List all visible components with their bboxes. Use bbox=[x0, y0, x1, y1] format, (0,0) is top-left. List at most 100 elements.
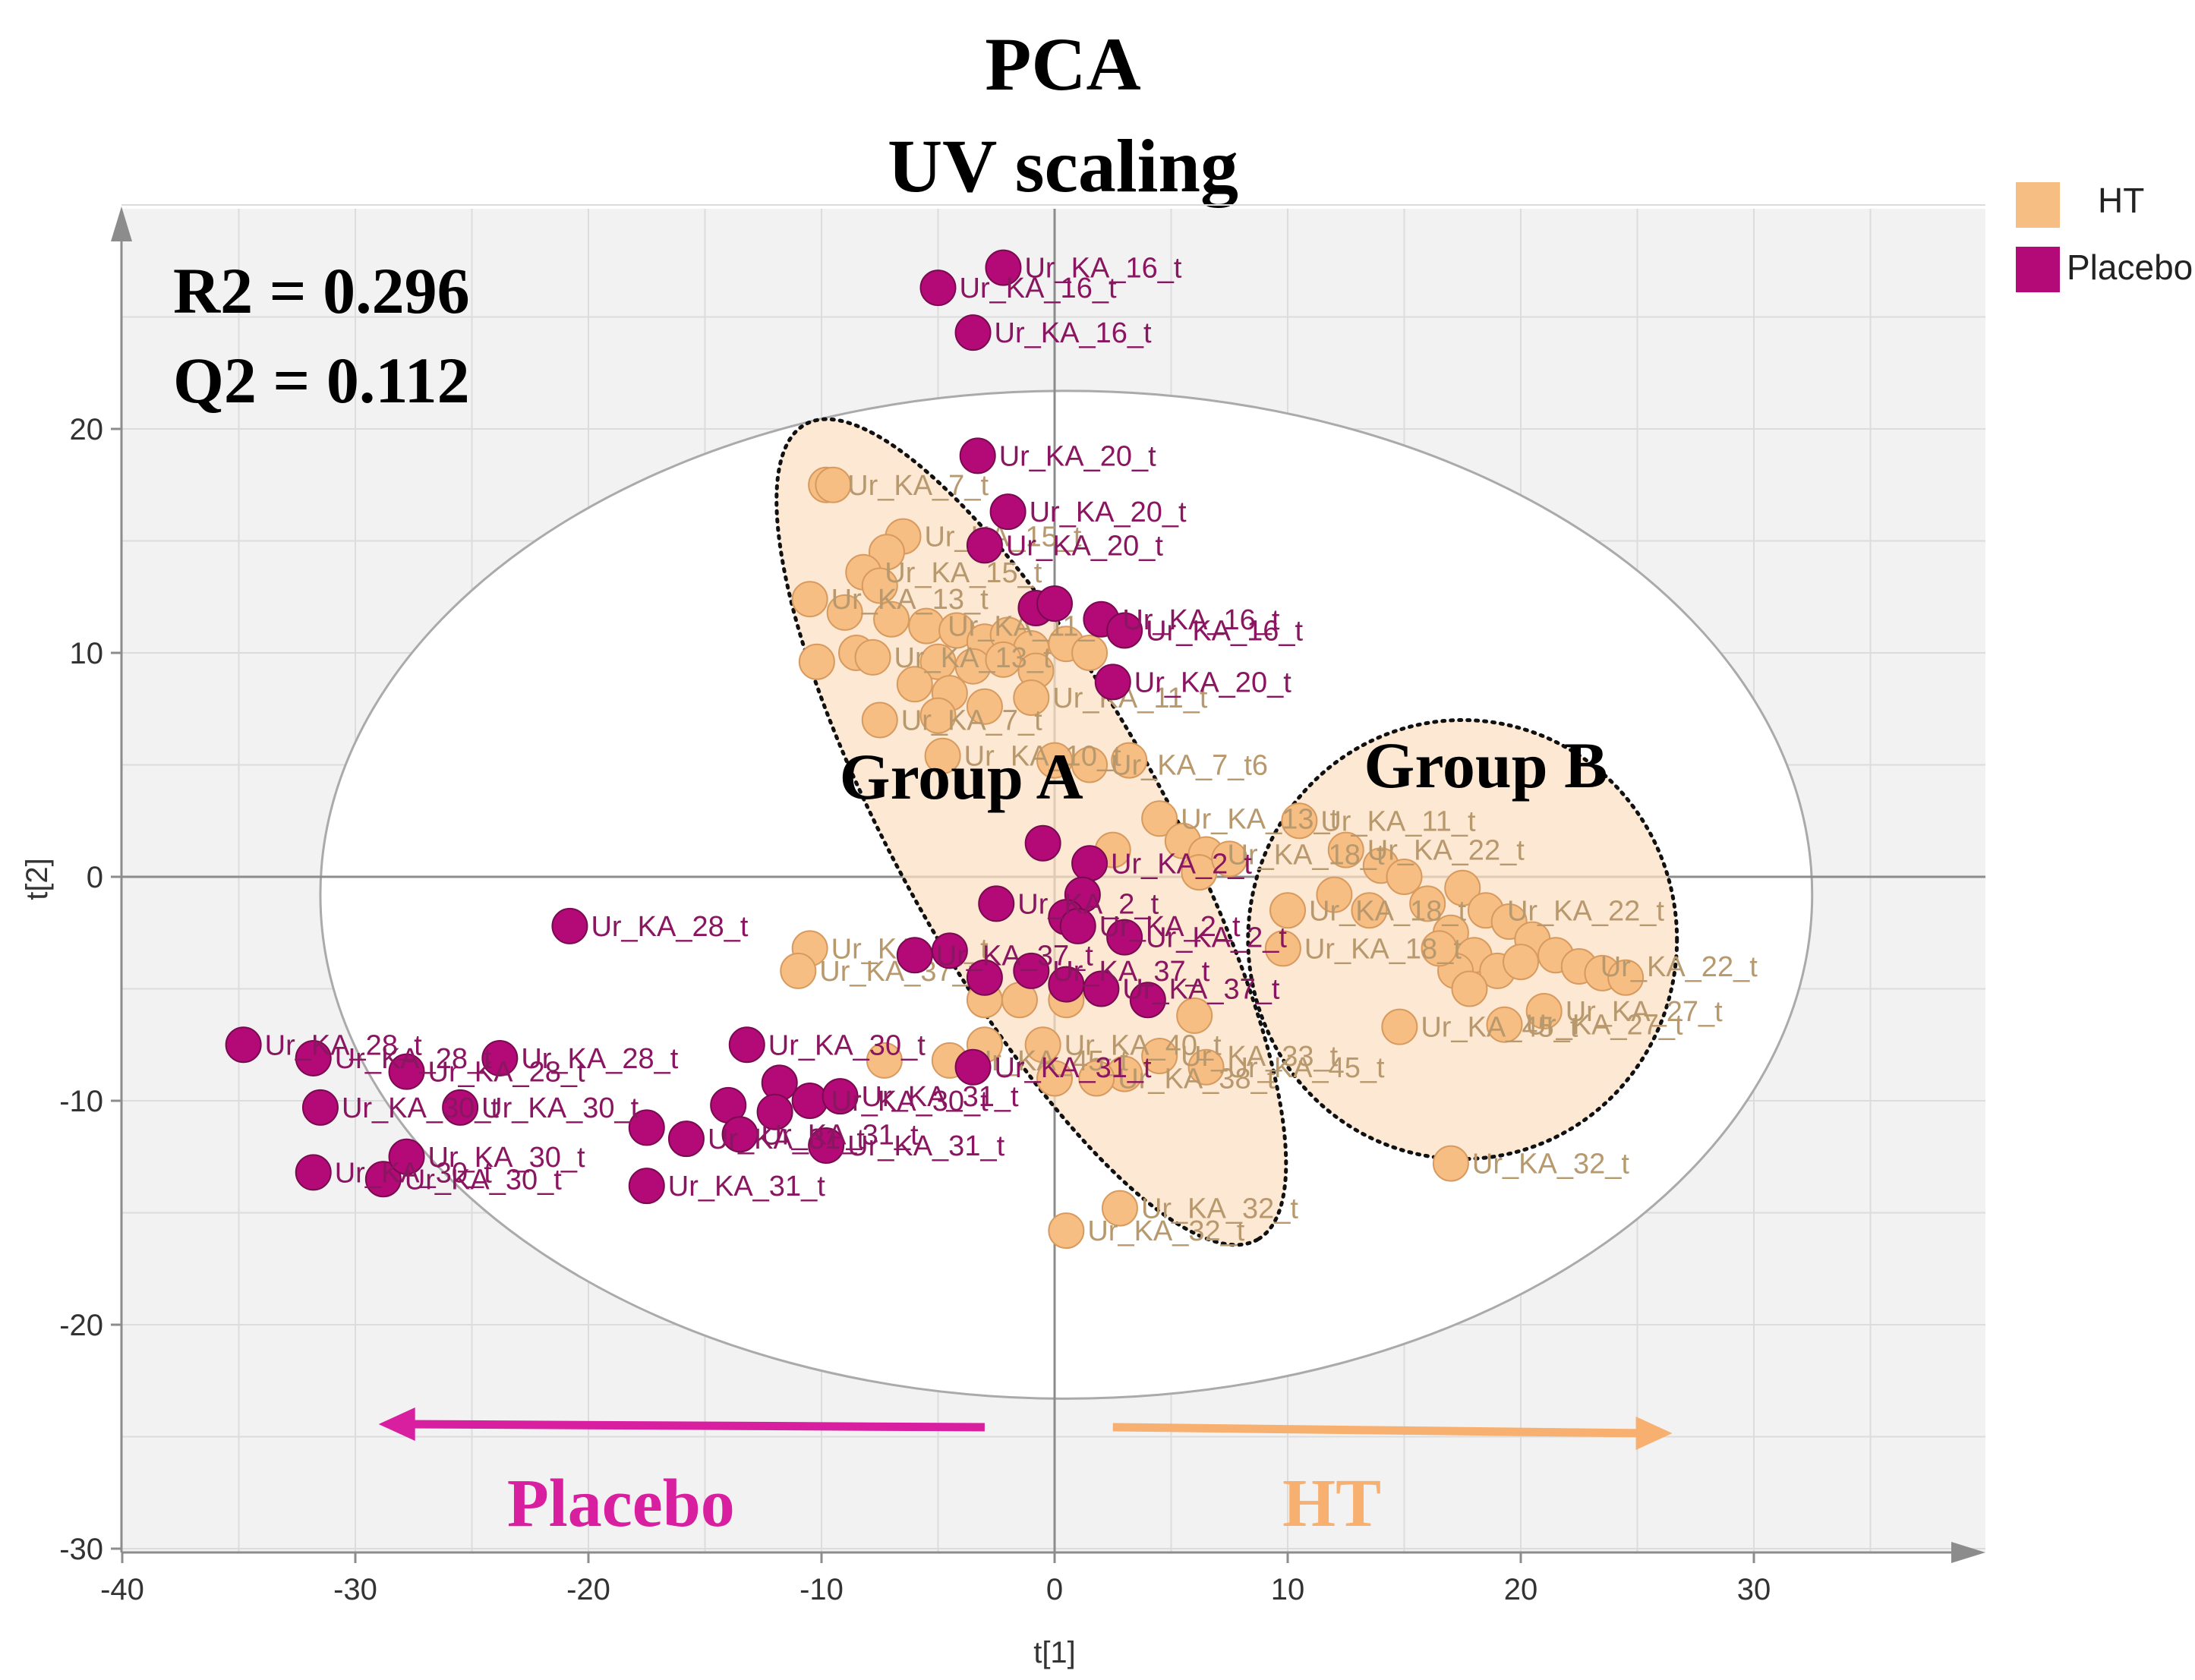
point-label-placebo: Ur_KA_37_t bbox=[1052, 956, 1209, 988]
group-label-b: Group B bbox=[1364, 729, 1607, 802]
point-label-placebo: Ur_KA_20_t bbox=[1030, 496, 1187, 528]
data-point-ht bbox=[866, 1042, 903, 1079]
point-label-placebo: Ur_KA_28_t bbox=[428, 1057, 585, 1089]
data-point-ht bbox=[780, 952, 817, 989]
data-point-placebo bbox=[1036, 585, 1073, 623]
data-point-ht bbox=[1111, 742, 1148, 779]
point-label-placebo: Ur_KA_20_t bbox=[1134, 667, 1291, 698]
legend-swatch-ht bbox=[2016, 182, 2060, 228]
point-label-placebo: Ur_KA_37_t bbox=[1122, 974, 1279, 1006]
data-point-placebo bbox=[551, 907, 588, 944]
data-point-ht bbox=[1141, 800, 1178, 837]
point-label-placebo: Ur_KA_31_t bbox=[708, 1124, 865, 1155]
point-label-placebo: Ur_KA_30_t bbox=[831, 1086, 989, 1117]
q2-stat: Q2 = 0.112 bbox=[173, 344, 470, 417]
data-point-ht bbox=[854, 638, 891, 676]
direction-label-ht: HT bbox=[1282, 1466, 1381, 1541]
point-label-ht: Ur_KA_27_t bbox=[1526, 1010, 1683, 1042]
data-point-placebo bbox=[985, 249, 1022, 286]
data-point-placebo bbox=[295, 1154, 332, 1191]
point-label-placebo: Ur_KA_28_t bbox=[335, 1043, 492, 1075]
data-point-placebo bbox=[364, 1161, 402, 1198]
legend-label-placebo: Placebo bbox=[2067, 247, 2193, 287]
legend-label-ht: HT bbox=[2098, 181, 2144, 220]
plot-area: -40 -30 -20 -10 0 10 20 30 -30 -20 -10 0 10 20 Ur_KA_7… bbox=[59, 204, 1985, 1606]
data-point-placebo bbox=[1083, 970, 1120, 1007]
data-point-placebo bbox=[728, 1026, 765, 1064]
data-point-ht bbox=[1386, 859, 1423, 895]
direction-arrow-placebo bbox=[405, 1420, 985, 1432]
chart-subtitle: UV scaling bbox=[888, 124, 1238, 208]
point-label-placebo: Ur_KA_37_t bbox=[936, 940, 1093, 972]
data-point-ht bbox=[861, 701, 898, 739]
data-point-placebo bbox=[481, 1039, 519, 1076]
point-label-placebo: Ur_KA_16_t bbox=[1024, 253, 1181, 285]
point-label-placebo: Ur_KA_2_t bbox=[1099, 911, 1241, 943]
point-label-ht: Ur_KA_40_t bbox=[1064, 1029, 1222, 1061]
x-tick-label: 20 bbox=[1504, 1573, 1538, 1606]
point-label-ht: Ur_KA_7_t bbox=[901, 705, 1042, 737]
point-label-placebo: Ur_KA_20_t bbox=[999, 440, 1156, 472]
y-tick-label: -20 bbox=[59, 1309, 103, 1342]
point-label-ht: Ur_KA_22_t bbox=[1367, 835, 1525, 867]
data-point-placebo bbox=[989, 493, 1027, 531]
data-point-placebo bbox=[919, 269, 957, 307]
data-point-placebo bbox=[388, 1138, 425, 1175]
data-point-placebo bbox=[1094, 663, 1131, 701]
point-label-ht: Ur_KA_33_t bbox=[1181, 1041, 1338, 1073]
data-point-placebo bbox=[721, 1116, 758, 1153]
data-point-ht bbox=[1036, 1060, 1073, 1097]
data-point-ht bbox=[1264, 930, 1301, 967]
point-label-ht: Ur_KA_18_t bbox=[1228, 840, 1385, 872]
data-point-placebo bbox=[954, 1048, 992, 1086]
data-point-placebo bbox=[301, 1089, 339, 1126]
data-point-ht bbox=[1281, 802, 1318, 840]
data-point-ht bbox=[1269, 892, 1306, 929]
data-point-placebo bbox=[756, 1093, 793, 1130]
point-label-ht: Ur_KA_22_t bbox=[1601, 951, 1758, 983]
data-point-ht bbox=[1432, 1145, 1469, 1182]
point-label-placebo: Ur_KA_31_t bbox=[847, 1130, 1004, 1162]
point-label-placebo: Ur_KA_30_t bbox=[428, 1142, 585, 1174]
r2-stat: R2 = 0.296 bbox=[173, 254, 470, 327]
x-tick-label: 30 bbox=[1737, 1573, 1771, 1606]
data-point-ht bbox=[1071, 635, 1109, 671]
point-label-placebo: Ur_KA_2_t bbox=[1017, 888, 1159, 920]
data-point-ht bbox=[1024, 1026, 1061, 1064]
data-point-placebo bbox=[822, 1078, 859, 1115]
x-tick-label: -10 bbox=[799, 1573, 844, 1606]
legend-swatch-placebo bbox=[2016, 247, 2060, 292]
point-label-ht: Ur_KA_18_t bbox=[1309, 895, 1466, 927]
data-point-ht bbox=[873, 600, 910, 638]
data-point-placebo bbox=[667, 1121, 705, 1158]
data-point-ht bbox=[966, 688, 1003, 725]
data-point-placebo bbox=[808, 1127, 845, 1164]
data-point-placebo bbox=[1106, 612, 1143, 649]
data-point-ht bbox=[1486, 1006, 1523, 1043]
data-point-placebo bbox=[966, 527, 1003, 564]
data-point-placebo bbox=[295, 1039, 332, 1076]
direction-label-placebo: Placebo bbox=[507, 1466, 735, 1541]
data-point-placebo bbox=[628, 1168, 665, 1205]
point-label-ht: Ur_KA_32_t bbox=[1141, 1193, 1298, 1225]
point-label-placebo: Ur_KA_30_t bbox=[481, 1092, 639, 1124]
point-label-placebo: Ur_KA_28_t bbox=[521, 1043, 678, 1075]
x-axis-label: t[1] bbox=[1033, 1636, 1076, 1669]
data-point-placebo bbox=[959, 437, 996, 474]
data-point-placebo bbox=[1129, 982, 1166, 1019]
x-tick-label: 0 bbox=[1046, 1573, 1063, 1606]
point-label-ht: Ur_KA_11_t bbox=[1052, 682, 1208, 714]
data-point-placebo bbox=[954, 314, 992, 351]
data-point-ht bbox=[1176, 997, 1213, 1034]
y-tick-label: -30 bbox=[59, 1533, 103, 1566]
y-tick-label: -10 bbox=[59, 1085, 103, 1118]
x-tick-label: 10 bbox=[1271, 1573, 1305, 1606]
point-label-ht: Ur_KA_13_t bbox=[831, 584, 989, 616]
data-point-ht bbox=[1525, 993, 1563, 1029]
data-point-placebo bbox=[1071, 845, 1109, 882]
point-label-placebo: Ur_KA_16_t bbox=[960, 273, 1117, 304]
data-point-ht bbox=[1013, 679, 1050, 716]
data-point-ht bbox=[1327, 831, 1364, 868]
x-axis-arrowhead bbox=[1951, 1542, 1985, 1563]
data-point-ht bbox=[861, 567, 898, 604]
